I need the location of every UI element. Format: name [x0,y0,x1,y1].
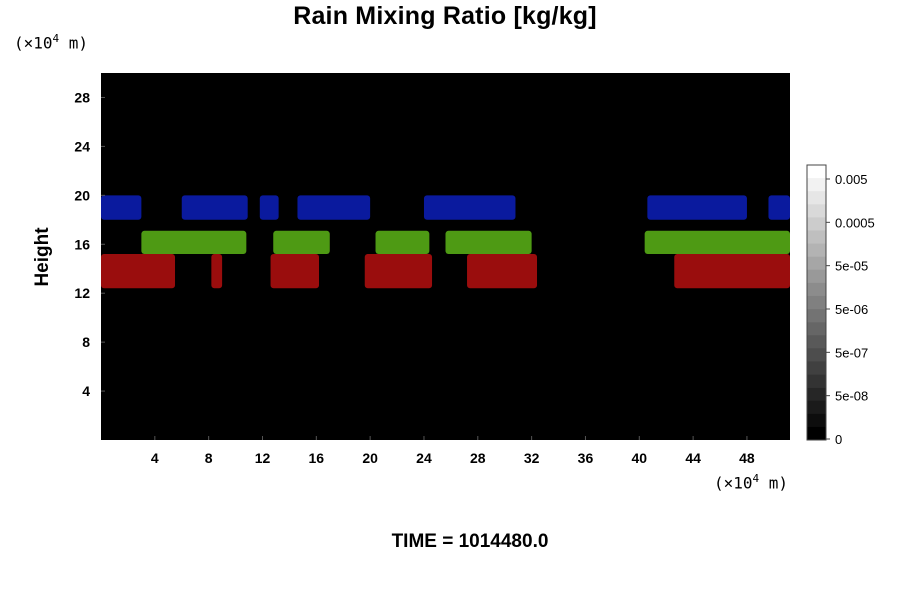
y-tick-label: 16 [74,236,90,252]
x-tick-label: 36 [578,450,594,466]
band-1-segment-2 [375,230,430,255]
x-unit-exponent: 4 [752,472,760,485]
y-tick-label: 12 [74,285,90,301]
y-axis-unit: (×104 m) [14,32,88,52]
band-1-segment-1 [273,230,330,255]
band-2-segment-1 [181,195,248,220]
band-1-segment-3 [445,230,532,255]
x-tick-label: 16 [309,450,325,466]
colorbar-swatch [807,282,826,297]
band-2-segment-5 [647,195,747,220]
colorbar-swatch [807,165,826,179]
band-2-segment-2 [259,195,279,220]
x-axis: 4 8 12 16 20 24 28 32 36 40 44 48 [151,436,755,466]
colorbar-swatch [807,256,826,271]
colorbar-label: 5e-05 [835,259,868,274]
band-2-segment-3 [297,195,371,220]
y-tick-label: 24 [74,138,90,154]
colorbar-swatch [807,269,826,284]
colorbar-swatch [807,230,826,244]
band-0-segment-1 [211,254,223,289]
colorbar: 0.005 0.0005 5e-05 5e-06 5e-07 5e-08 0 [806,164,875,447]
colorbar-swatch [807,217,826,231]
y-unit-prefix: (×10 [14,33,53,53]
x-tick-label: 28 [470,450,486,466]
colorbar-label: 5e-06 [835,302,868,317]
band-2-segment-6 [768,195,790,220]
colorbar-swatch [807,361,826,375]
x-tick-label: 12 [255,450,271,466]
x-tick-label: 20 [362,450,378,466]
x-unit-prefix: (×10 [714,473,753,493]
band-0-segment-4 [467,254,538,289]
colorbar-swatch [807,426,826,441]
colorbar-label: 5e-08 [835,389,868,404]
y-unit-exponent: 4 [52,32,60,45]
colorbar-swatch [807,295,826,310]
y-tick-label: 20 [74,187,90,203]
x-unit-suffix: m) [759,473,789,493]
colorbar-swatch [807,400,826,415]
band-0-segment-5 [674,254,790,289]
band-1-segment-4 [644,230,790,255]
colorbar-swatch [807,413,826,428]
colorbar-frame [806,164,827,441]
colorbar-swatch [807,178,826,192]
x-tick-label: 44 [685,450,701,466]
y-unit-suffix: m) [59,33,89,53]
y-tick-label: 4 [82,383,90,399]
colorbar-swatch [807,243,826,257]
colorbar-swatch [807,348,826,362]
chart-title: Rain Mixing Ratio [kg/kg] [293,2,597,30]
x-tick-label: 4 [151,450,159,466]
colorbar-swatch [807,322,826,336]
y-axis: 4 8 12 16 20 24 28 [74,89,105,399]
x-tick-label: 32 [524,450,540,466]
band-0-segment-0 [101,254,176,289]
colorbar-swatch [807,204,826,218]
y-tick-label: 28 [74,89,90,105]
colorbar-label: 0.0005 [835,215,875,230]
x-tick-label: 8 [205,450,213,466]
colorbar-swatch [807,387,826,402]
time-label: TIME = 1014480.0 [391,531,549,552]
x-axis-unit: (×104 m) [714,472,788,492]
x-tick-label: 40 [631,450,647,466]
band-2-segment-4 [423,195,516,220]
x-tick-label: 48 [739,450,755,466]
band-0-segment-3 [364,254,433,289]
plot-area [101,73,790,440]
colorbar-swatch [807,309,826,323]
colorbar-label: 5e-07 [835,345,868,360]
band-0-segment-2 [270,254,320,289]
colorbar-label: 0 [835,432,842,447]
colorbar-label: 0.005 [835,172,868,187]
colorbar-swatch [807,191,826,205]
band-2-segment-0 [101,195,142,220]
y-tick-label: 8 [82,334,90,350]
x-tick-label: 24 [416,450,432,466]
colorbar-swatch [807,335,826,349]
colorbar-swatch [807,374,826,388]
band-1-segment-0 [141,230,247,255]
